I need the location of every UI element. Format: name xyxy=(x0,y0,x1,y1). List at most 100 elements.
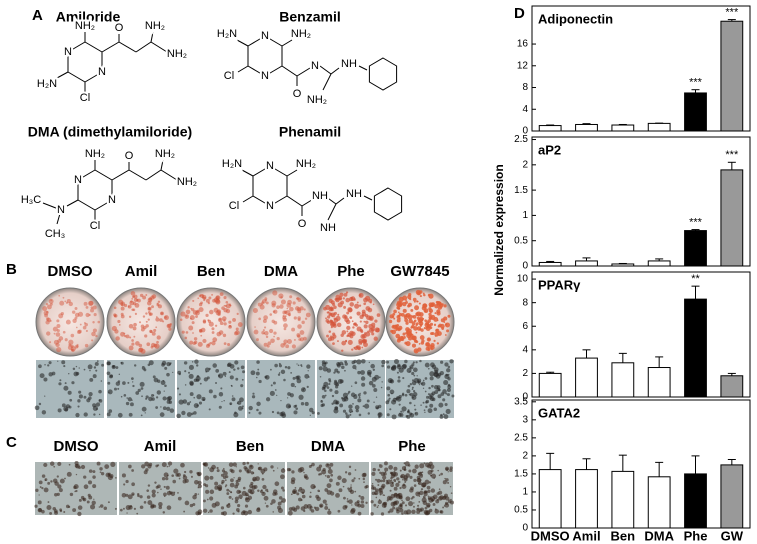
cell-dot xyxy=(409,383,413,386)
cell-dot xyxy=(242,370,246,374)
stain-spot xyxy=(145,320,148,323)
cell-dot xyxy=(342,409,347,413)
y-tick-label: 10 xyxy=(517,274,529,285)
cell-dot xyxy=(166,406,171,411)
cell-dot xyxy=(380,512,385,516)
cell-dot xyxy=(141,406,147,412)
cell-dot xyxy=(310,464,313,467)
stain-spot xyxy=(133,294,138,299)
cell-dot xyxy=(422,401,425,404)
stain-spot xyxy=(422,303,427,308)
error-bar xyxy=(618,123,627,126)
cell-dot xyxy=(430,474,433,477)
cell-dot xyxy=(413,374,416,377)
cell-dot xyxy=(393,492,398,497)
stain-spot xyxy=(411,343,417,348)
cell-dot xyxy=(398,413,402,417)
stain-spot xyxy=(223,342,227,345)
cell-dot xyxy=(209,509,213,513)
cell-dot xyxy=(258,411,262,415)
cell-dot xyxy=(327,468,333,474)
stain-spot xyxy=(184,336,188,340)
cell-dot xyxy=(77,511,82,517)
bond xyxy=(363,195,373,201)
cell-dot xyxy=(379,471,382,475)
cell-dot xyxy=(384,461,388,466)
stain-spot xyxy=(207,319,210,322)
cell-dot xyxy=(433,477,435,479)
cell-dot xyxy=(236,367,240,370)
stain-spot xyxy=(45,320,50,325)
cell-dot xyxy=(44,363,46,366)
stain-spot xyxy=(132,326,137,331)
stain-spot xyxy=(223,307,228,313)
stain-spot xyxy=(269,313,273,316)
cell-dot xyxy=(226,488,230,492)
cell-dot xyxy=(74,490,76,493)
cell-dot xyxy=(220,473,225,477)
cell-dot xyxy=(220,506,225,510)
cell-dot xyxy=(342,485,345,488)
panel-label: D xyxy=(514,5,525,22)
cell-dot xyxy=(386,386,391,391)
stain-spot xyxy=(351,348,354,351)
cell-dot xyxy=(148,396,153,402)
cell-dot xyxy=(362,405,365,408)
stain-spot xyxy=(342,297,345,300)
cell-dot xyxy=(160,380,166,386)
cell-dot xyxy=(440,472,443,476)
cell-dot xyxy=(402,483,406,487)
stain-spot xyxy=(85,312,90,318)
cell-dot xyxy=(128,464,132,469)
cell-dot xyxy=(75,371,80,376)
cell-dot xyxy=(419,474,423,478)
cell-dot xyxy=(372,467,376,472)
cell-dot xyxy=(274,389,277,391)
cell-dot xyxy=(214,485,219,490)
cell-dot xyxy=(345,395,348,399)
y-tick-label: 1.5 xyxy=(514,469,528,480)
cell-dot xyxy=(228,490,231,492)
stain-spot xyxy=(225,303,231,309)
significance-label: *** xyxy=(689,216,703,228)
stain-spot xyxy=(416,300,419,303)
cell-dot xyxy=(99,471,102,474)
stain-spot xyxy=(343,293,348,297)
stain-spot xyxy=(419,323,422,326)
y-tick-label: 0 xyxy=(522,523,528,534)
cell-dot xyxy=(151,394,154,397)
cell-dot xyxy=(203,377,208,382)
atom-label: NH₂ xyxy=(85,148,105,160)
cell-dot xyxy=(43,487,49,493)
stain-spot xyxy=(291,327,296,332)
cell-dot xyxy=(377,484,380,487)
cell-dot xyxy=(324,474,327,477)
stain-spot xyxy=(185,315,188,317)
stain-spot xyxy=(333,305,337,310)
cell-dot xyxy=(77,405,80,408)
cell-dot xyxy=(427,489,431,493)
cell-dot xyxy=(74,464,79,468)
cell-dot xyxy=(112,364,116,368)
stain-spot xyxy=(414,305,420,311)
cell-dot xyxy=(243,510,249,516)
stain-spot xyxy=(404,318,409,323)
cell-dot xyxy=(360,500,365,504)
cell-dot xyxy=(141,366,146,370)
bond xyxy=(281,65,298,77)
cell-dot xyxy=(432,494,438,500)
cell-dot xyxy=(421,482,427,488)
cell-dot xyxy=(68,372,70,375)
cell-dot xyxy=(384,467,389,472)
y-tick-label: 1 xyxy=(522,487,528,498)
stain-spot xyxy=(358,293,362,297)
stain-spot xyxy=(53,332,56,335)
cell-dot xyxy=(377,499,382,505)
cell-dot xyxy=(276,411,280,415)
cell-dot xyxy=(182,474,186,477)
stain-spot xyxy=(145,294,148,296)
stain-spot xyxy=(336,340,339,343)
cell-dot xyxy=(402,411,404,413)
chart-frame xyxy=(531,399,751,529)
stain-spot xyxy=(219,292,224,297)
